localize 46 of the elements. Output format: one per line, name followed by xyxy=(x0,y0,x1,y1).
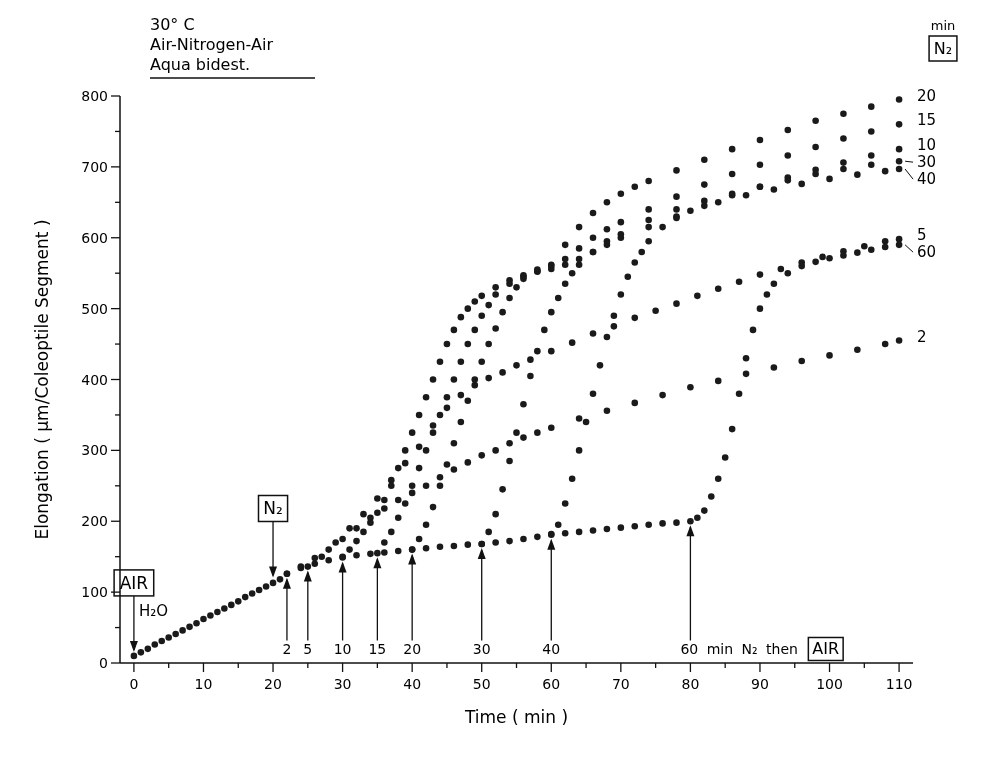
x-tick-label: 70 xyxy=(611,676,630,692)
y-tick-label: 100 xyxy=(81,584,108,601)
x-tick-label: 80 xyxy=(681,676,700,692)
x-tick-label: 110 xyxy=(885,676,913,692)
series-label: 2 xyxy=(917,327,927,346)
x-tick-label: 50 xyxy=(472,676,491,692)
series-label: 20 xyxy=(917,86,937,105)
y-axis-title: Elongation ( µm/Coleoptile Segment ) xyxy=(32,219,52,540)
annotation: 60 min N₂ then AIR xyxy=(680,639,840,659)
series-label: 60 xyxy=(917,243,937,262)
series-label: 5 xyxy=(917,226,927,245)
annotation: 40 xyxy=(542,641,561,658)
y-tick-label: 500 xyxy=(81,300,108,317)
y-tick-label: 600 xyxy=(81,229,108,246)
x-tick-label: 20 xyxy=(264,676,282,692)
chart-title: 30° C xyxy=(150,15,195,34)
text: min xyxy=(930,18,956,33)
x-tick-label: 100 xyxy=(816,676,843,692)
annotation: H₂O xyxy=(138,601,169,620)
text: N₂ xyxy=(933,39,953,58)
legend-label: 40 xyxy=(917,170,937,189)
series-label: 15 xyxy=(917,111,937,130)
text: Aqua bidest. xyxy=(150,55,251,74)
annotation: 5 xyxy=(303,641,313,658)
x-axis-title: Time ( min ) xyxy=(463,707,569,727)
y-tick-label: 300 xyxy=(81,442,108,459)
legend-label: 30 xyxy=(917,153,937,172)
annotation: N₂ xyxy=(263,498,283,519)
x-tick-label: 40 xyxy=(403,676,422,692)
y-tick-label: 400 xyxy=(81,371,108,388)
annotation: 20 xyxy=(403,641,422,658)
annotation: 10 xyxy=(333,641,352,658)
x-tick-label: 30 xyxy=(333,676,352,692)
x-tick-label: 10 xyxy=(194,676,213,692)
series-label: 10 xyxy=(917,136,937,155)
chart-subtitle: Air-Nitrogen-Air xyxy=(150,35,274,54)
annotation: 30 xyxy=(472,641,491,658)
y-tick-label: 800 xyxy=(81,88,108,104)
y-tick-label: 0 xyxy=(99,655,108,671)
x-tick-label: 60 xyxy=(542,676,561,692)
x-tick-label: 90 xyxy=(751,676,769,692)
annotation: 15 xyxy=(368,641,387,658)
y-tick-label: 200 xyxy=(81,513,108,530)
x-tick-label: 0 xyxy=(129,676,139,692)
y-tick-label: 700 xyxy=(81,158,108,175)
annotation: 2 xyxy=(282,641,292,658)
